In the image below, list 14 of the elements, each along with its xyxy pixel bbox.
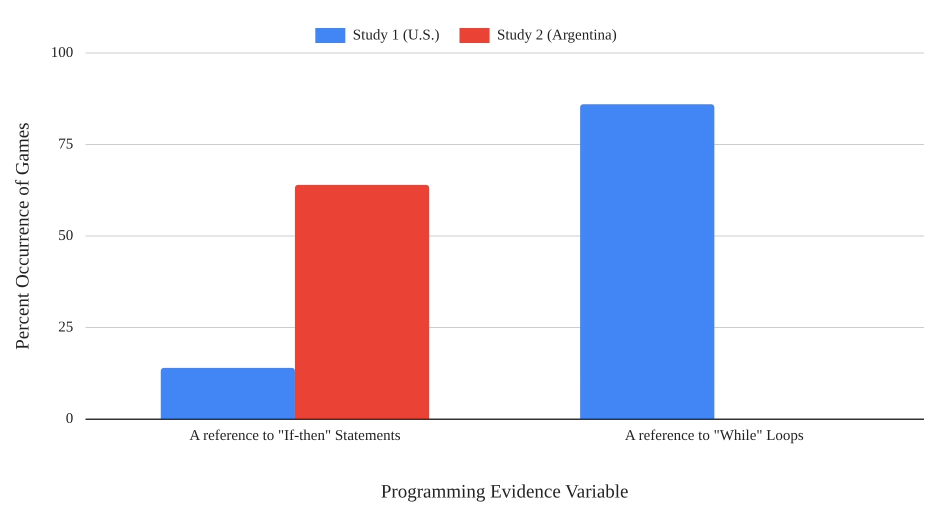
y-tick-label: 75 — [58, 136, 74, 152]
y-tick-label: 25 — [58, 320, 74, 336]
legend-label: Study 1 (U.S.) — [352, 27, 440, 44]
y-tick-label: 100 — [50, 44, 74, 61]
x-tick-label: A reference to "If-then" Statements — [189, 428, 401, 444]
x-axis-title: Programming Evidence Variable — [380, 482, 628, 503]
x-tick-label: A reference to "While" Loops — [624, 428, 804, 444]
y-axis-title: Percent Occurrence of Games — [12, 122, 34, 350]
legend-label: Study 2 (Argentina) — [496, 27, 617, 44]
bar — [294, 184, 430, 418]
bar — [160, 368, 295, 418]
bar — [580, 104, 714, 418]
y-tick-label: 50 — [58, 228, 74, 244]
y-tick-label: 0 — [66, 411, 74, 428]
